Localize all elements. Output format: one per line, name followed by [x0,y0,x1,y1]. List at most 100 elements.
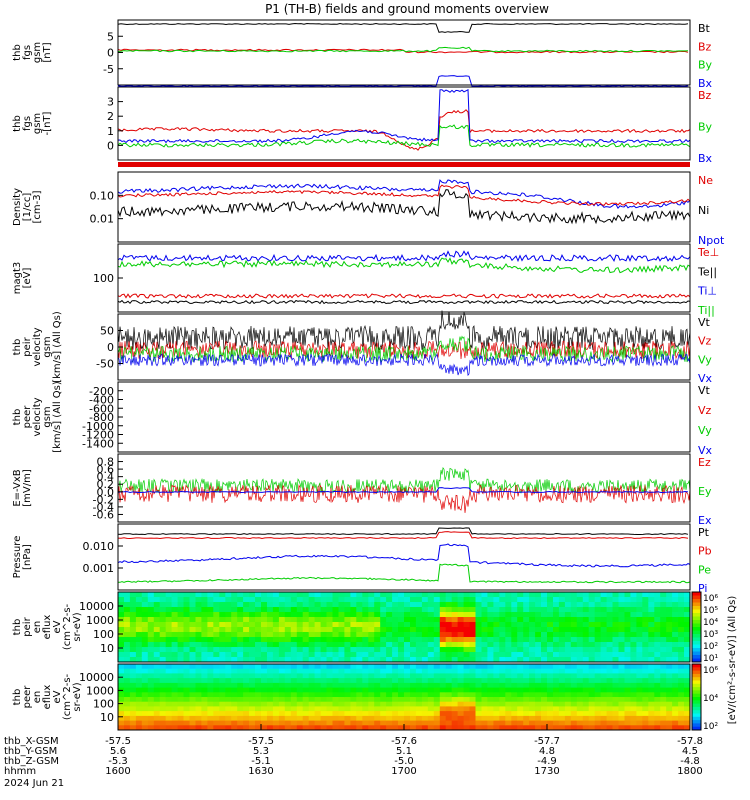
spectrogram-cell [660,711,667,717]
spectrogram-cell [332,701,339,707]
spectrogram-cell [219,632,226,638]
spectrogram-cell [249,692,256,698]
spectrogram-cell [600,647,608,653]
spectrogram-cell [272,664,280,670]
spectrogram-cell [171,664,179,670]
spectrogram-cell [636,706,643,712]
colorbar-cell [692,634,701,638]
spectrogram-cell [481,697,488,703]
spectrogram-cell [272,602,280,608]
spectrogram-cell [582,602,590,608]
spectrogram-cell [684,697,691,703]
spectrogram-cell [249,682,256,689]
spectrogram-cell [505,701,512,707]
colorbar-cell [692,595,701,600]
spectrogram-cell [410,607,417,613]
colorbar-tick-label: 10⁵ [703,606,718,616]
spectrogram-cell [350,642,357,648]
spectrogram-cell [648,637,655,643]
spectrogram-cell [201,673,208,679]
spectrogram-cell [678,607,685,613]
spectrogram-cell [487,627,494,633]
spectrogram-cell [255,617,262,623]
spectrogram-cell [255,607,262,613]
spectrogram-cell [129,687,137,693]
spectrogram-cell [124,597,131,603]
spectrogram-cell [314,720,322,726]
spectrogram-cell [678,715,685,722]
spectrogram-cell [231,657,238,663]
spectrogram-cell [415,627,423,633]
spectrogram-cell [415,687,423,693]
spectrogram-cell [338,697,345,703]
spectrogram-cell [249,697,256,703]
spectrogram-cell [606,711,614,717]
spectrogram-cell [630,682,637,689]
spectrogram-cell [624,692,631,698]
spectrogram-cell [320,687,328,693]
spectrogram-cell [153,711,161,717]
spectrogram-cell [648,632,655,638]
spectrogram-cell [243,627,250,633]
spectrogram-cell [368,647,375,653]
spectrogram-cell [570,592,578,598]
spectrogram-cell [570,657,578,663]
spectrogram-cell [624,617,631,623]
spectrogram-cell [261,642,268,648]
spectrogram-cell [582,701,590,707]
spectrogram-cell [243,682,250,689]
spectrogram-cell [553,687,560,693]
y-tick-label: 0 [107,341,114,354]
spectrogram-cell [564,701,572,707]
spectrogram-cell [249,647,256,653]
spectrogram-cell [368,617,375,623]
spectrogram-cell [660,602,667,608]
spectrogram-cell [642,637,649,643]
spectrogram-cell [564,637,572,643]
series-Ni [117,189,691,225]
spectrogram-cell [499,664,506,670]
spectrogram-cell [594,720,602,726]
spectrogram-cell [189,664,196,670]
spectrogram-cell [672,711,679,717]
spectrogram-cell [427,668,435,674]
spectrogram-cell [427,664,435,670]
spectrogram-cell [511,612,518,618]
spectrogram-cell [225,715,232,722]
spectrogram-cell [511,647,518,653]
spectrogram-cell [302,647,310,653]
spectrogram-cell [666,715,673,722]
spectrogram-cell [433,622,441,628]
spectrogram-cell [255,622,262,628]
spectrogram-cell [636,632,643,638]
spectrogram-cell [535,706,542,712]
spectrogram-cell [517,627,524,633]
spectrogram-cell [302,664,310,670]
spectrogram-cell [439,715,447,722]
spectrogram-cell [284,607,292,613]
spectrogram-cell [553,617,560,623]
spectrogram-cell [302,706,310,712]
spectrogram-cell [237,602,244,608]
spectrogram-cell [672,715,679,722]
spectrogram-cell [350,706,357,712]
legend-entry: Ez [698,456,711,469]
colorbar-cell [692,687,701,691]
spectrogram-cell [600,725,608,731]
spectrogram-cell [124,678,131,684]
spectrogram-cell [457,715,465,722]
spectrogram-cell [636,617,643,623]
spectrogram-cell [517,697,524,703]
spectrogram-cell [356,697,363,703]
spectrogram-cell [284,664,292,670]
spectrogram-cell [159,664,167,670]
spectrogram-cell [243,664,250,670]
spectrogram-cell [463,673,471,679]
legend-entry: Ti⊥ [697,285,717,298]
spectrogram-cell [272,647,280,653]
spectrogram-cell [308,692,316,698]
spectrogram-cell [124,642,131,648]
spectrogram-cell [636,711,643,717]
spectrogram-cell [445,597,453,603]
